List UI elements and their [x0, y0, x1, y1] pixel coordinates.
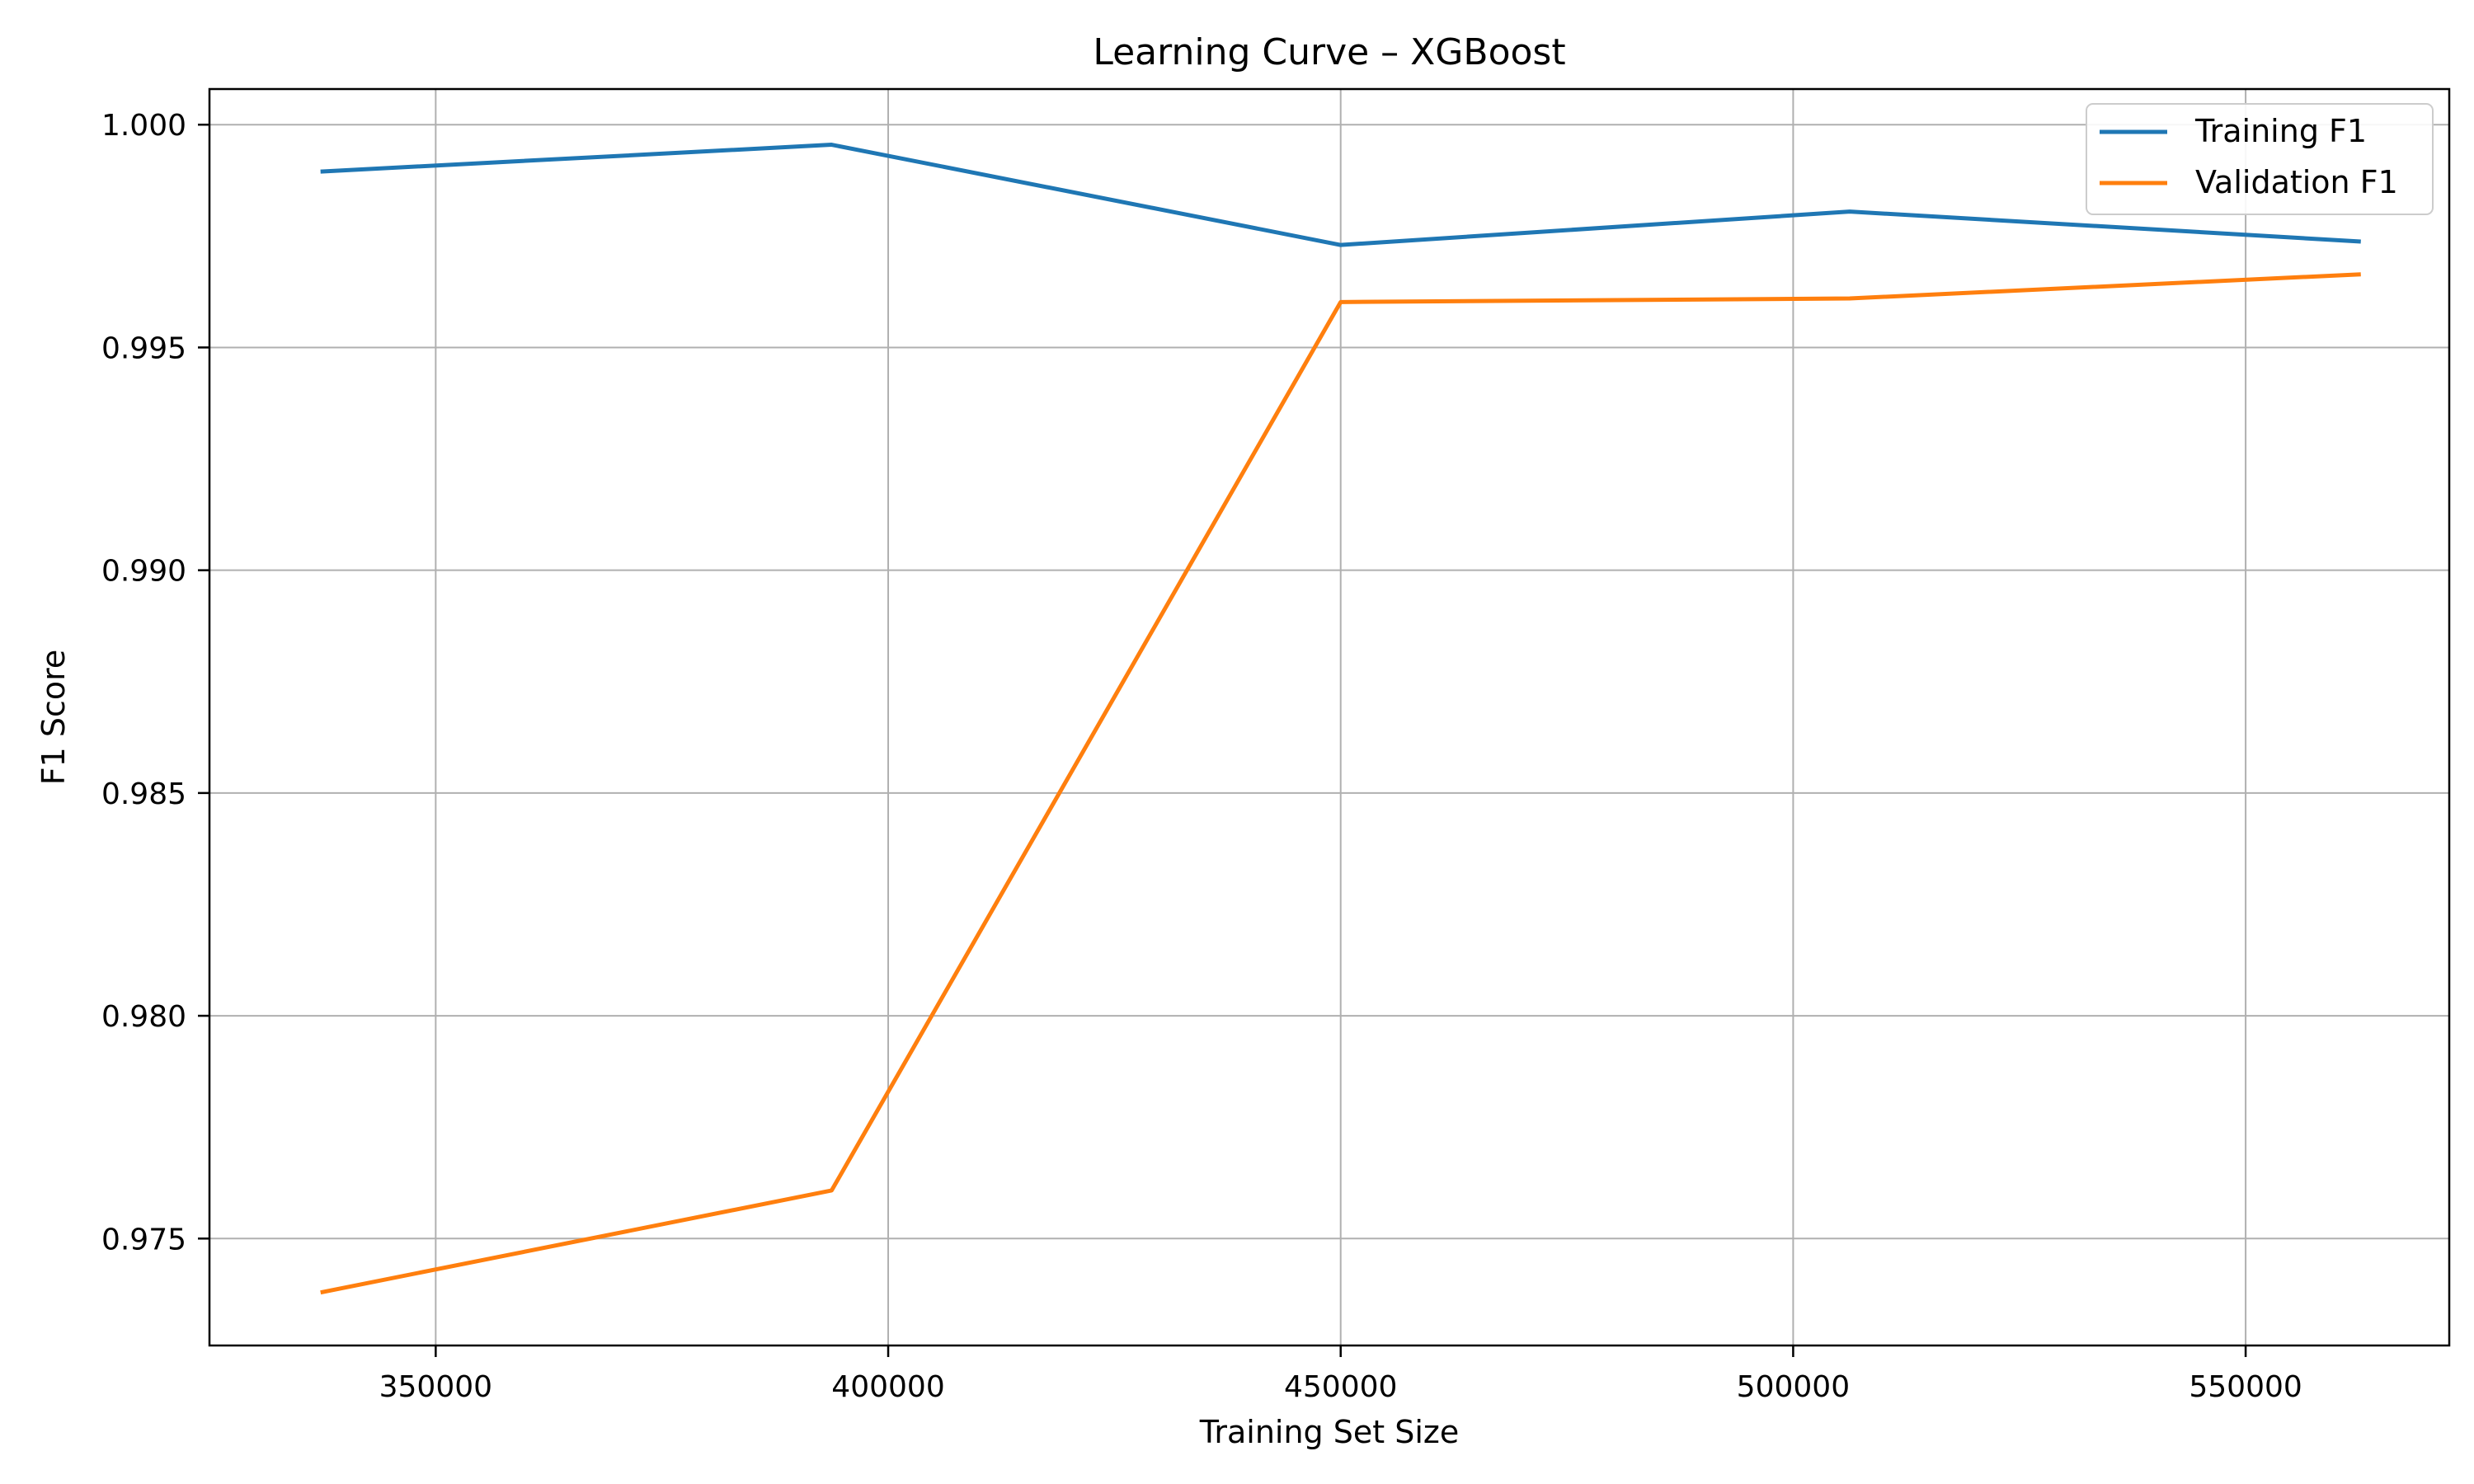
validation-f1-point: [321, 1290, 324, 1294]
chart-title: Learning Curve – XGBoost: [1093, 31, 1565, 73]
training-f1-point: [1848, 210, 1851, 214]
validation-f1-point: [1339, 300, 1343, 303]
training-f1-point: [1339, 243, 1343, 247]
validation-f1-point: [1848, 297, 1851, 300]
y-axis-label: F1 Score: [35, 650, 72, 786]
y-tick-label: 0.980: [101, 1000, 186, 1034]
y-tick-label: 0.990: [101, 555, 186, 589]
x-tick-label: 350000: [379, 1370, 492, 1404]
y-tick-label: 0.985: [101, 777, 186, 811]
y-tick-label: 0.975: [101, 1223, 186, 1256]
legend-label-validation: Validation F1: [2195, 164, 2398, 200]
y-tick-label: 0.995: [101, 331, 186, 365]
x-tick-label: 550000: [2189, 1370, 2302, 1404]
x-axis-label: Training Set Size: [1199, 1414, 1460, 1450]
x-tick-label: 400000: [831, 1370, 944, 1404]
x-tick-label: 450000: [1284, 1370, 1397, 1404]
training-f1-point: [830, 143, 833, 147]
training-f1-point: [321, 170, 324, 173]
tick-layer: 350000 400000 450000 500000 550000 0.975 0.980…: [101, 109, 2302, 1404]
grid-layer: [209, 89, 2449, 1345]
plot-frame: [208, 87, 2451, 1347]
validation-f1-point: [830, 1189, 833, 1192]
legend: Training F1 Validation F1: [2086, 103, 2434, 215]
legend-frame: [2086, 103, 2434, 215]
series-layer: [320, 143, 2361, 1295]
training-f1-point: [2357, 240, 2360, 243]
legend-label-training: Training F1: [2194, 113, 2367, 149]
x-tick-label: 500000: [1737, 1370, 1850, 1404]
y-tick-label: 1.000: [101, 109, 186, 143]
validation-f1-point: [2357, 273, 2360, 276]
